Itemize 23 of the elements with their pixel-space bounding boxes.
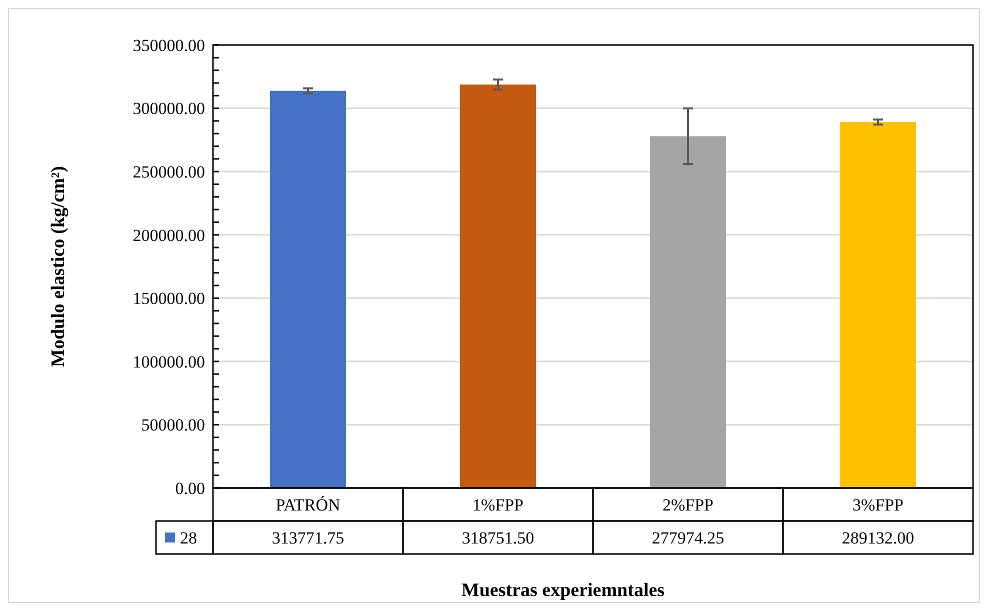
legend-label: 28: [180, 528, 197, 548]
y-tick-label: 300000.00: [132, 99, 205, 118]
x-axis-title: Muestras experiemntales: [461, 580, 665, 601]
y-tick-label: 200000.00: [132, 226, 205, 245]
bar: [270, 90, 346, 488]
y-tick-label: 150000.00: [132, 289, 205, 308]
y-axis-title: Modulo elastico (kg/cm²): [48, 166, 69, 367]
x-tick-label: 2%FPP: [662, 495, 714, 514]
data-label: 289132.00: [842, 528, 914, 548]
y-tick-label: 250000.00: [132, 162, 205, 182]
y-tick-label: 50000.00: [141, 416, 205, 435]
x-tick-label: PATRÓN: [276, 495, 340, 514]
data-label: 313771.75: [272, 528, 344, 548]
x-tick-label: 1%FPP: [472, 495, 524, 514]
data-label: 318751.50: [462, 528, 534, 548]
bar: [840, 122, 916, 488]
y-tick-label: 100000.00: [132, 352, 205, 372]
y-tick-label: 0.00: [175, 478, 205, 498]
x-tick-label: 3%FPP: [852, 495, 904, 514]
bar: [650, 136, 726, 488]
data-label: 277974.25: [652, 528, 724, 548]
y-tick-label: 350000.00: [132, 36, 205, 55]
bar: [460, 84, 536, 488]
